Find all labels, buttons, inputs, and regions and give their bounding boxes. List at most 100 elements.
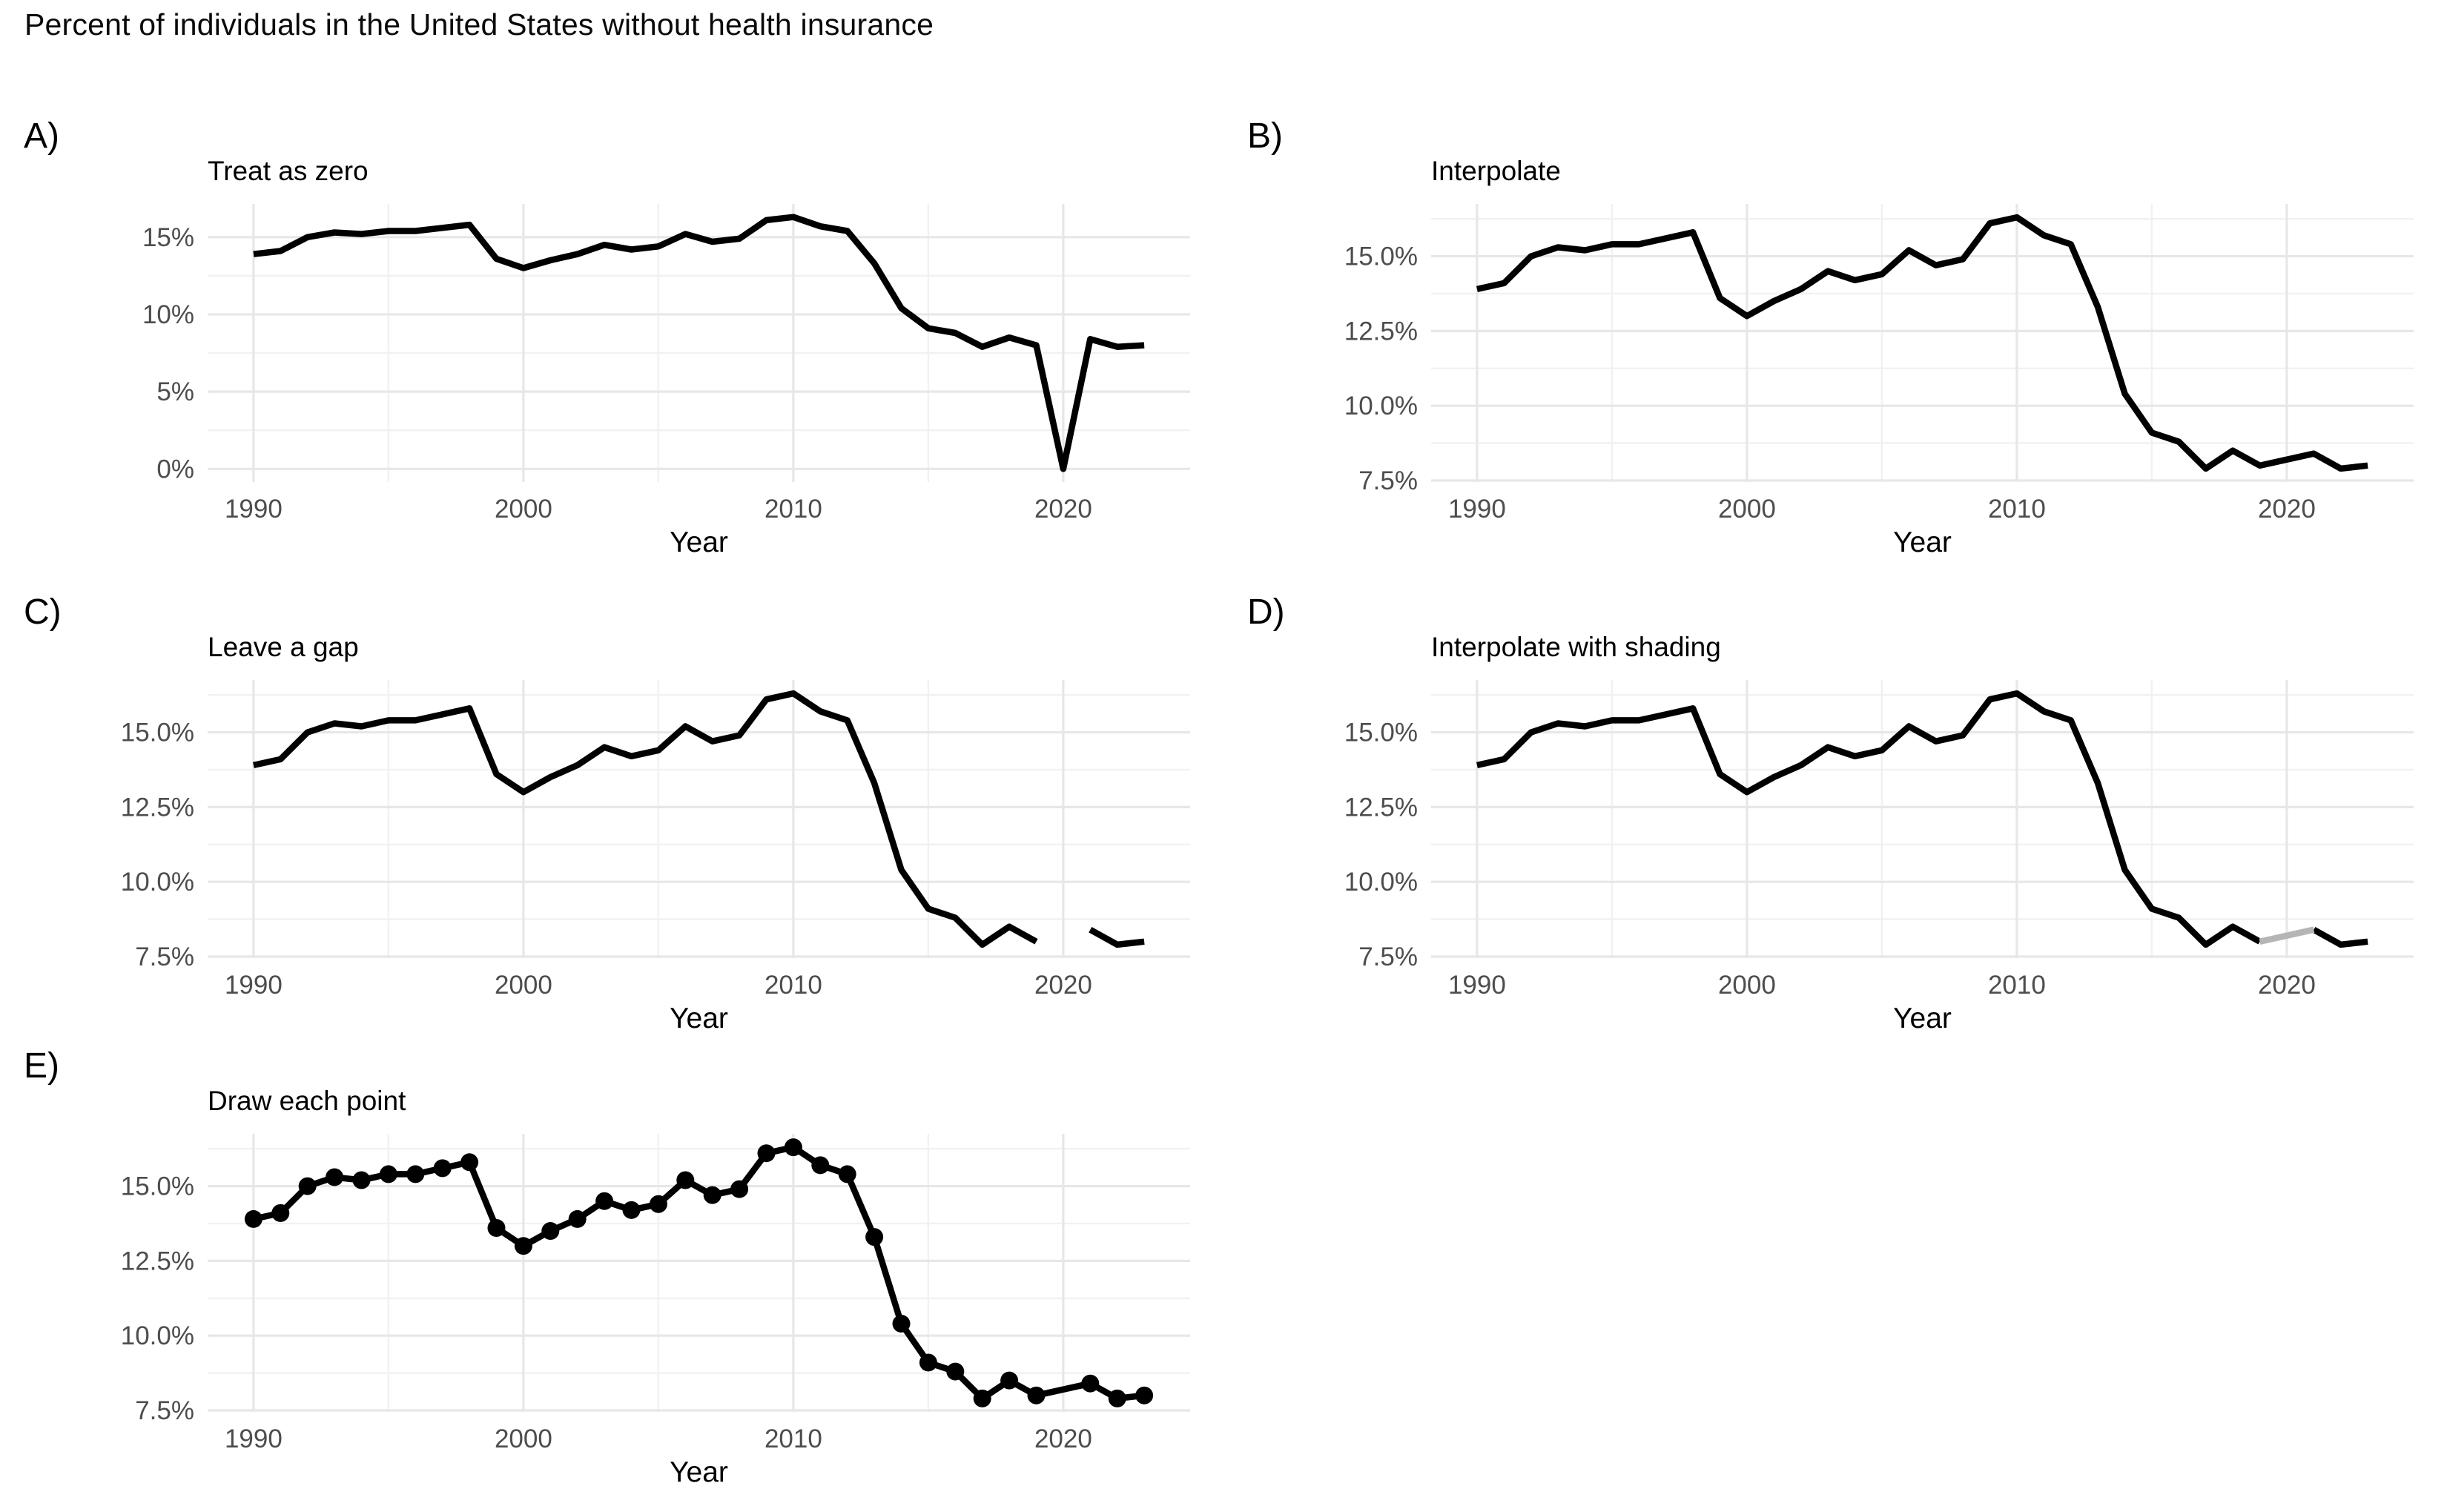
data-line-segment <box>1089 926 1145 948</box>
x-tick-label: 2020 <box>1034 495 1092 524</box>
data-series <box>1476 214 2368 472</box>
x-tick-label: 1990 <box>225 1424 283 1453</box>
gridlines-minor <box>208 204 1190 482</box>
y-tick-label: 10.0% <box>1344 392 1418 420</box>
data-point <box>433 1159 452 1178</box>
y-tick-label: 15% <box>142 223 194 252</box>
x-tick-label: 1990 <box>225 495 283 524</box>
panel-tag: B) <box>1247 116 1283 156</box>
x-tick-label: 2010 <box>765 971 822 1000</box>
data-point <box>298 1177 317 1195</box>
panel-title: Leave a gap <box>208 632 359 662</box>
x-tick-label: 2000 <box>495 1424 552 1453</box>
data-series <box>253 214 1145 472</box>
panel-title: Treat as zero <box>208 156 369 186</box>
data-point <box>244 1209 262 1228</box>
y-tick-label: 7.5% <box>1358 466 1418 495</box>
gridlines-minor <box>208 680 1190 958</box>
empty-grid-cell <box>1224 1013 2447 1489</box>
gridlines-major <box>208 680 1190 958</box>
x-tick-labels: 1990 2000 2010 2020 <box>225 495 1092 524</box>
gridlines-minor <box>208 1134 1190 1412</box>
y-tick-label: 7.5% <box>135 1396 194 1425</box>
data-point <box>326 1168 344 1186</box>
y-tick-label: 10.0% <box>1344 868 1418 897</box>
x-tick-label: 2000 <box>495 495 552 524</box>
x-tick-label: 2000 <box>1718 495 1776 524</box>
x-tick-label: 2020 <box>2258 495 2316 524</box>
y-tick-label: 15.0% <box>121 719 194 747</box>
x-tick-label: 2020 <box>1034 1424 1092 1453</box>
data-point <box>838 1165 856 1183</box>
panel-title: Interpolate with shading <box>1431 632 1721 662</box>
y-tick-label: 15.0% <box>121 1172 194 1201</box>
data-point <box>676 1171 695 1189</box>
data-point <box>865 1228 884 1247</box>
gridlines-major <box>1431 204 2414 482</box>
chart-draw-each-point: 1990 2000 2010 2020 7.5% 10.0% 12.5% 15.0% Year <box>121 1134 1190 1488</box>
data-line-segment <box>1476 690 2262 948</box>
x-axis-title: Year <box>670 1456 728 1488</box>
data-point <box>919 1353 937 1372</box>
data-point <box>892 1315 911 1333</box>
chart-interpolate-with-shading: 1990 2000 2010 2020 7.5% 10.0% 12.5% 15.0% Year <box>1344 680 2414 1034</box>
panel-title: Interpolate <box>1431 156 1561 186</box>
data-point <box>487 1219 506 1238</box>
panel-grid: A) Treat as zero 1990 2000 2010 2020 0% 5% 10%… <box>0 83 2447 1489</box>
chart-leave-a-gap: 1990 2000 2010 2020 7.5% 10.0% 12.5% 15.0% Year <box>121 680 1190 1034</box>
x-tick-labels: 1990 2000 2010 2020 <box>225 1424 1092 1453</box>
data-point <box>1000 1371 1019 1390</box>
panel-title: Draw each point <box>208 1086 406 1116</box>
data-line <box>253 214 1145 472</box>
y-tick-label: 12.5% <box>1344 793 1418 822</box>
chart-treat-as-zero: 1990 2000 2010 2020 0% 5% 10% 15% Year <box>142 204 1190 558</box>
data-series <box>252 1143 1145 1402</box>
x-tick-label: 1990 <box>1448 971 1506 1000</box>
x-tick-label: 2020 <box>2258 971 2316 1000</box>
x-tick-label: 2010 <box>1988 971 2046 1000</box>
panel-interpolate-with-shading: D) Interpolate with shading 1990 2000 2010… <box>1224 559 2447 1034</box>
data-point <box>1081 1374 1100 1393</box>
gridlines-major <box>1431 680 2414 958</box>
gridlines-minor <box>1431 680 2414 958</box>
data-point <box>352 1171 371 1189</box>
y-tick-labels: 7.5% 10.0% 12.5% 15.0% <box>1344 242 1418 495</box>
y-tick-label: 12.5% <box>121 793 194 822</box>
x-tick-label: 2010 <box>765 495 822 524</box>
data-point <box>271 1204 290 1222</box>
data-point <box>784 1138 802 1157</box>
x-axis-title: Year <box>670 1003 728 1034</box>
data-point <box>1135 1386 1154 1404</box>
data-point <box>379 1165 397 1183</box>
panel-interpolate: B) Interpolate 1990 2000 2010 2020 7.5% 10.0%… <box>1224 83 2447 559</box>
panel-tag: D) <box>1247 592 1285 632</box>
y-tick-label: 0% <box>156 455 194 483</box>
data-point <box>541 1222 560 1241</box>
x-axis-title: Year <box>1893 526 1952 558</box>
x-tick-labels: 1990 2000 2010 2020 <box>225 971 1092 1000</box>
x-axis-title: Year <box>1893 1003 1952 1034</box>
data-point <box>757 1144 776 1163</box>
x-tick-labels: 1990 2000 2010 2020 <box>1448 971 2316 1000</box>
x-tick-labels: 1990 2000 2010 2020 <box>1448 495 2316 524</box>
data-point <box>622 1201 641 1219</box>
panel-tag: C) <box>24 592 62 632</box>
y-tick-labels: 7.5% 10.0% 12.5% 15.0% <box>1344 719 1418 971</box>
data-point <box>811 1156 830 1175</box>
panel-draw-each-point: E) Draw each point 1990 2000 2010 2020 7.5% 1… <box>0 1013 1224 1489</box>
y-tick-label: 10.0% <box>121 1321 194 1350</box>
gridlines-minor <box>1431 204 2414 482</box>
data-point <box>595 1192 614 1210</box>
data-point <box>649 1195 667 1213</box>
x-tick-label: 2010 <box>765 1424 822 1453</box>
panel-leave-a-gap: C) Leave a gap 1990 2000 2010 2020 7.5% 10.0%… <box>0 559 1224 1034</box>
y-tick-label: 7.5% <box>1358 942 1418 971</box>
x-tick-label: 2000 <box>1718 971 1776 1000</box>
data-series <box>252 690 1145 948</box>
panel-tag: E) <box>24 1046 59 1086</box>
data-point <box>703 1186 721 1204</box>
y-tick-label: 10.0% <box>121 868 194 897</box>
interpolated-shaded-segment <box>2259 926 2315 945</box>
x-tick-label: 2010 <box>1988 495 2046 524</box>
